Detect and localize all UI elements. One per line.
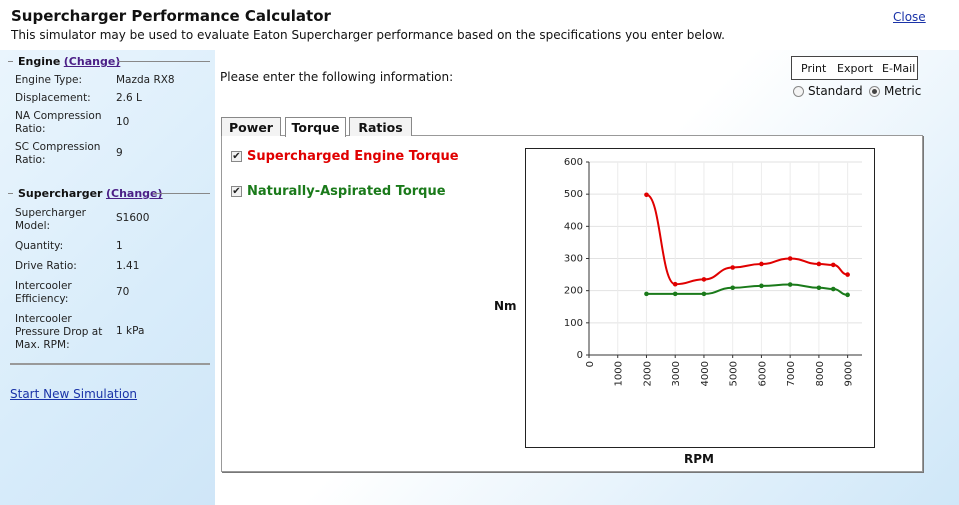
displacement-value: 2.6 L xyxy=(116,92,142,104)
torque-chart: 0 100 200 300 400 500 600 0 1000 2000 3000 4000 5000… xyxy=(525,148,875,448)
tab-ratios[interactable]: Ratios xyxy=(349,117,412,136)
supercharger-divider-left xyxy=(8,193,13,194)
pressure-drop-label: Intercooler Pressure Drop at Max. RPM: xyxy=(15,313,103,351)
supercharger-divider-right xyxy=(153,193,210,194)
chart-x-tick-label: 8000 xyxy=(815,361,826,386)
chart-y-tick-label: 300 xyxy=(564,254,583,265)
chart-point-0 xyxy=(787,256,793,261)
engine-section-header: Engine (Change) xyxy=(18,55,120,68)
chart-x-axis-label: RPM xyxy=(684,452,714,466)
chart-point-0 xyxy=(701,277,707,282)
engine-divider-left xyxy=(8,61,13,62)
chart-point-1 xyxy=(816,285,822,291)
chart-y-tick-label: 600 xyxy=(564,157,583,168)
engine-type-value: Mazda RX8 xyxy=(116,74,175,86)
supercharger-model-value: S1600 xyxy=(116,212,150,224)
chart-point-1 xyxy=(787,282,793,287)
chart-point-1 xyxy=(730,285,735,291)
instruction-text: Please enter the following information: xyxy=(220,70,454,84)
chart-x-tick-label: 1000 xyxy=(614,361,625,386)
tab-power[interactable]: Power xyxy=(221,117,281,136)
chart-point-0 xyxy=(644,192,649,198)
engine-heading: Engine xyxy=(18,55,61,68)
action-box: Print Export E-Mail xyxy=(791,56,918,80)
pressure-drop-value: 1 kPa xyxy=(116,325,145,337)
chart-x-tick-label: 5000 xyxy=(729,361,740,386)
radio-unselected-icon xyxy=(793,85,804,97)
chart-point-0 xyxy=(830,262,836,268)
chart-point-0 xyxy=(759,261,764,267)
quantity-value: 1 xyxy=(116,240,123,252)
chart-point-0 xyxy=(730,265,735,270)
supercharger-change-link[interactable]: (Change) xyxy=(105,187,163,200)
supercharged-torque-label: Supercharged Engine Torque xyxy=(247,149,459,164)
na-torque-label: Naturally-Aspirated Torque xyxy=(247,184,446,199)
chart-x-tick-label: 6000 xyxy=(757,361,768,386)
start-new-simulation-link[interactable]: Start New Simulation xyxy=(10,387,138,401)
supercharger-heading: Supercharger xyxy=(18,187,103,200)
export-button[interactable]: Export xyxy=(837,62,874,75)
supercharged-torque-toggle[interactable]: ✔ Supercharged Engine Torque xyxy=(231,149,459,164)
chart-y-tick-label: 400 xyxy=(564,221,583,232)
unit-metric-label: Metric xyxy=(884,84,922,98)
page-subtitle: This simulator may be used to evaluate E… xyxy=(11,28,725,42)
chart-point-1 xyxy=(644,291,649,297)
supercharger-section-header: Supercharger (Change) xyxy=(18,187,163,200)
chart-y-axis-label: Nm xyxy=(494,299,517,313)
chart-x-tick-label: 3000 xyxy=(671,361,682,386)
sc-compression-value: 9 xyxy=(116,147,123,159)
intercooler-efficiency-label: Intercooler Efficiency: xyxy=(15,280,72,305)
supercharger-model-label: Supercharger Model: xyxy=(15,207,86,232)
chart-point-1 xyxy=(845,292,850,298)
chart-point-1 xyxy=(701,291,707,297)
unit-standard-label: Standard xyxy=(808,84,863,98)
engine-change-link[interactable]: (Change) xyxy=(63,55,121,68)
chart-x-tick-label: 9000 xyxy=(844,361,855,386)
chart-point-1 xyxy=(830,286,836,292)
quantity-label: Quantity: xyxy=(15,240,64,252)
page-title: Supercharger Performance Calculator xyxy=(11,7,331,25)
chart-x-tick-label: 7000 xyxy=(786,361,797,386)
engine-type-label: Engine Type: xyxy=(15,74,82,86)
checkbox-checked-icon: ✔ xyxy=(231,151,242,162)
sc-compression-label: SC Compression Ratio: xyxy=(15,141,101,166)
chart-point-1 xyxy=(759,283,764,289)
chart-x-tick-label: 2000 xyxy=(642,361,653,386)
na-torque-toggle[interactable]: ✔ Naturally-Aspirated Torque xyxy=(231,184,446,199)
tab-torque[interactable]: Torque xyxy=(285,117,346,137)
drive-ratio-value: 1.41 xyxy=(116,260,140,272)
radio-selected-icon xyxy=(869,85,880,97)
checkbox-checked-icon: ✔ xyxy=(231,186,242,197)
chart-y-tick-label: 0 xyxy=(577,350,583,361)
chart-y-tick-label: 200 xyxy=(564,286,583,297)
chart-y-tick-label: 500 xyxy=(564,189,583,200)
chart-point-0 xyxy=(672,281,678,287)
chart-point-0 xyxy=(816,261,822,267)
email-button[interactable]: E-Mail xyxy=(882,62,916,75)
sidebar-divider xyxy=(10,363,210,365)
chart-x-tick-label: 0 xyxy=(585,361,596,367)
na-compression-label: NA Compression Ratio: xyxy=(15,110,102,135)
chart-point-0 xyxy=(845,272,850,277)
close-link[interactable]: Close xyxy=(893,10,926,24)
chart-point-1 xyxy=(672,291,678,297)
intercooler-efficiency-value: 70 xyxy=(116,286,130,298)
engine-divider-right xyxy=(118,61,210,62)
drive-ratio-label: Drive Ratio: xyxy=(15,260,77,272)
chart-x-tick-label: 4000 xyxy=(700,361,711,386)
sidebar xyxy=(0,50,215,505)
chart-series-line-0 xyxy=(646,193,848,286)
displacement-label: Displacement: xyxy=(15,92,91,104)
unit-standard-radio[interactable]: Standard xyxy=(793,84,863,98)
app-header: Supercharger Performance Calculator This… xyxy=(0,0,959,50)
na-compression-value: 10 xyxy=(116,116,130,128)
unit-metric-radio[interactable]: Metric xyxy=(869,84,921,98)
print-button[interactable]: Print xyxy=(801,62,827,75)
chart-y-tick-label: 100 xyxy=(564,318,583,329)
